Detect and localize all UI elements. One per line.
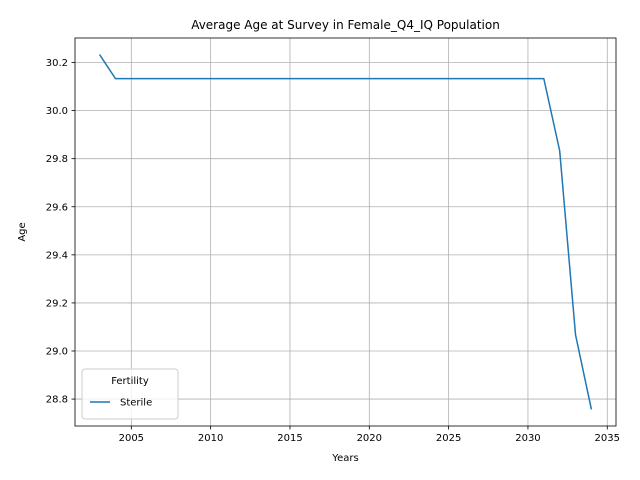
y-tick-label: 30.0 — [46, 106, 68, 117]
y-axis-label: Age — [17, 222, 28, 241]
series-line-sterile — [98, 54, 593, 410]
x-tick-label: 2025 — [436, 433, 461, 444]
y-tick-label: 29.4 — [46, 250, 68, 261]
y-tick-label: 29.6 — [46, 202, 68, 213]
x-tick-label: 2020 — [357, 433, 382, 444]
x-tick-label: 2030 — [515, 433, 540, 444]
x-tick-label: 2005 — [119, 433, 144, 444]
legend-box — [81, 368, 179, 420]
series-layer — [98, 54, 593, 410]
y-tick-label: 29.0 — [46, 346, 68, 357]
legend: Fertility Sterile — [81, 368, 179, 420]
legend-title: Fertility — [111, 376, 149, 387]
y-tick-label: 29.2 — [46, 298, 68, 309]
x-tick-label: 2010 — [198, 433, 223, 444]
ticks: 2005 2010 2015 2020 2025 2030 2035 28.8 29.0 29.2… — [46, 58, 620, 444]
x-tick-label: 2015 — [277, 433, 302, 444]
x-axis-label: Years — [331, 453, 358, 464]
plot-frame — [74, 37, 617, 427]
y-tick-label: 30.2 — [46, 58, 68, 69]
y-tick-label: 29.8 — [46, 154, 68, 165]
x-tick-label: 2035 — [595, 433, 620, 444]
y-tick-label: 28.8 — [46, 395, 68, 406]
legend-label-sterile: Sterile — [120, 398, 152, 409]
chart-title: Average Age at Survey in Female_Q4_IQ Po… — [191, 18, 500, 32]
